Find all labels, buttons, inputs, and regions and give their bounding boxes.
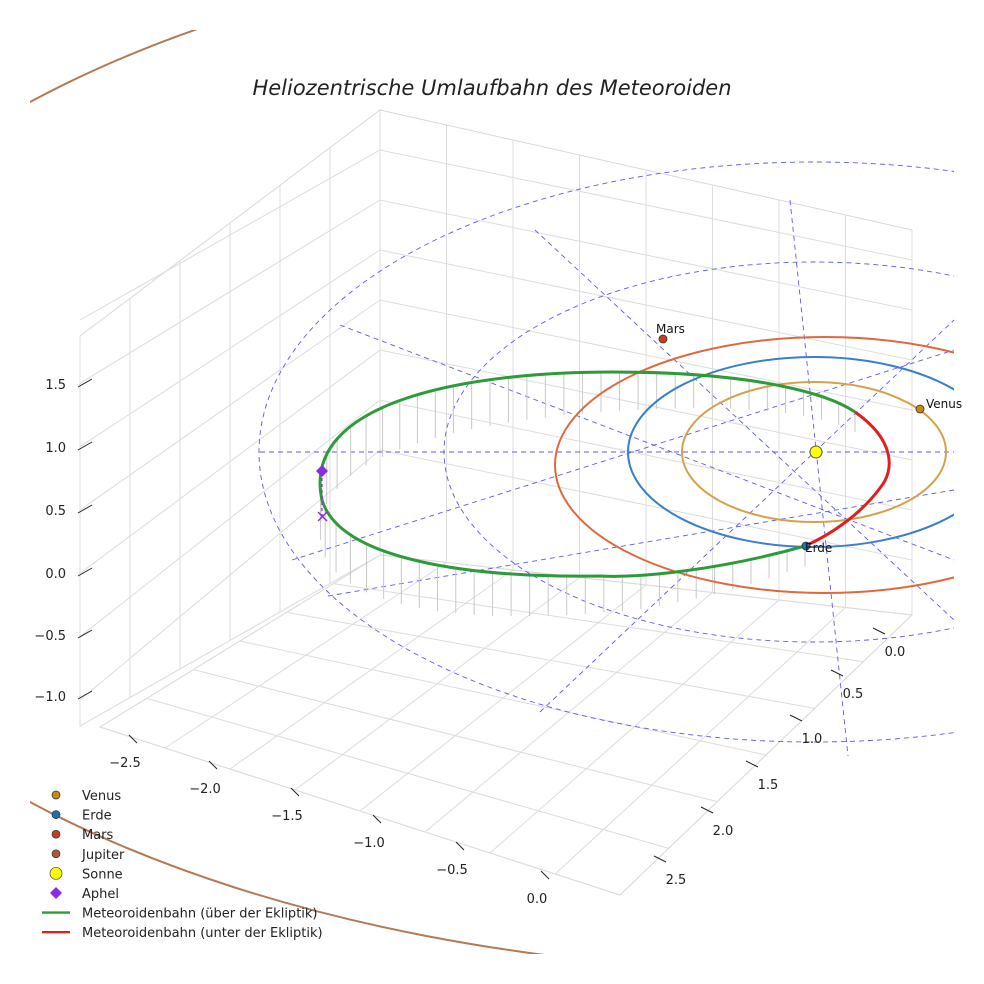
- mars-marker: [658, 334, 668, 344]
- meteoroid-orbit-above: [318, 370, 856, 578]
- z-tick-label: 0.5: [45, 504, 66, 519]
- y-tick-mark: [700, 806, 714, 814]
- y-axis-ticks: 0.0 0.5 1.0 1.5 2.0 2.5: [653, 627, 906, 888]
- venus-marker: [915, 404, 925, 414]
- legend-label: Erde: [82, 809, 112, 824]
- axes-panes: [79, 108, 914, 896]
- x-tick-mark: [540, 870, 550, 880]
- aphel-marker: [316, 465, 328, 477]
- ecliptic-grid: [258, 161, 955, 757]
- y-tick-label: 2.0: [713, 824, 734, 839]
- legend-marker: [50, 887, 62, 899]
- x-tick-label: 0.0: [527, 892, 548, 907]
- grid-line: [99, 726, 621, 896]
- grid-line: [146, 697, 669, 849]
- grid-line: [379, 199, 913, 311]
- grid-line: [379, 349, 913, 461]
- z-tick-mark: [77, 567, 93, 577]
- x-tick-mark: [208, 760, 218, 770]
- projection-lines: [319, 372, 856, 617]
- legend-marker: [49, 867, 63, 880]
- y-tick-mark: [789, 714, 803, 722]
- z-tick-mark: [77, 629, 93, 639]
- z-tick-label: −1.0: [34, 690, 66, 705]
- legend-marker: [51, 829, 61, 839]
- x-tick-mark: [455, 841, 465, 851]
- grid-lines: [79, 110, 913, 896]
- x-tick-label: −1.5: [271, 809, 303, 824]
- x-tick-mark: [290, 787, 300, 797]
- z-axis-ticks: 1.5 1.0 0.5 0.0 −0.5 −1.0: [34, 378, 93, 705]
- venus-label: Venus: [926, 397, 962, 411]
- x-tick-mark: [372, 814, 382, 824]
- legend-label: Jupiter: [81, 848, 125, 863]
- earth-marker: [801, 541, 811, 551]
- y-tick-label: 1.5: [758, 778, 779, 793]
- spoke: [327, 489, 955, 597]
- grid-line: [379, 399, 913, 511]
- grid-line: [379, 554, 913, 616]
- grid-line: [79, 449, 381, 701]
- x-tick-label: −2.0: [189, 782, 221, 797]
- grid-line: [379, 149, 913, 261]
- y-tick-mark: [872, 627, 886, 635]
- legend-label: Venus: [82, 789, 121, 804]
- z-tick-label: 1.0: [45, 441, 66, 456]
- x-tick-mark: [128, 734, 138, 744]
- z-tick-mark: [77, 690, 93, 700]
- y-tick-label: 2.5: [666, 873, 687, 888]
- legend-label: Meteoroidenbahn (unter der Ekliptik): [82, 926, 323, 941]
- y-tick-label: 0.5: [843, 687, 864, 702]
- aphel-projection-marker: [317, 511, 328, 522]
- grid-line: [333, 583, 864, 663]
- grid-line: [193, 669, 718, 803]
- sun-marker: [809, 445, 823, 459]
- y-tick-label: 0.0: [885, 645, 906, 660]
- chart-title: Heliozentrische Umlaufbahn des Meteoroid…: [252, 76, 731, 100]
- z-tick-label: 1.5: [45, 378, 66, 393]
- spoke: [789, 199, 849, 757]
- grid-line: [379, 449, 913, 561]
- venus-orbit: [681, 381, 947, 523]
- x-tick-label: −1.0: [353, 836, 385, 851]
- x-tick-label: −2.5: [109, 756, 141, 771]
- grid-line: [379, 249, 913, 361]
- legend-label: Mars: [82, 828, 114, 843]
- y-tick-mark: [830, 669, 844, 677]
- grid-line: [239, 640, 767, 756]
- legend-label: Meteoroidenbahn (über der Ekliptik): [82, 907, 318, 922]
- legend-label: Sonne: [82, 867, 123, 882]
- earth-orbit: [627, 356, 954, 548]
- ecliptic-ring-2: [258, 161, 954, 743]
- z-tick-mark: [77, 378, 93, 388]
- z-tick-mark: [77, 441, 93, 451]
- legend-marker: [51, 849, 61, 859]
- legend: Venus Erde Mars Jupiter Sonne Aphel Meteoroide…: [42, 789, 323, 941]
- y-tick-mark: [653, 855, 667, 863]
- z-tick-label: −0.5: [34, 629, 66, 644]
- grid-line: [79, 399, 381, 638]
- legend-marker: [51, 810, 61, 819]
- legend-label: Aphel: [82, 887, 119, 902]
- z-tick-mark: [77, 504, 93, 514]
- grid-line: [379, 299, 913, 411]
- x-axis-ticks: −2.5 −2.0 −1.5 −1.0 −0.5 0.0: [109, 734, 550, 907]
- legend-marker: [51, 790, 61, 800]
- mars-label: Mars: [656, 322, 685, 336]
- spoke: [534, 229, 955, 621]
- spoke: [291, 349, 955, 561]
- x-tick-label: −0.5: [436, 863, 468, 878]
- z-tick-label: 0.0: [45, 567, 66, 582]
- y-tick-label: 1.0: [802, 732, 823, 747]
- y-tick-mark: [745, 760, 759, 768]
- meteoroid-orbit-below: [804, 410, 891, 548]
- earth-label: Erde: [805, 541, 832, 555]
- mars-orbit: [554, 336, 954, 594]
- grid-line: [286, 611, 815, 709]
- spoke: [339, 324, 955, 561]
